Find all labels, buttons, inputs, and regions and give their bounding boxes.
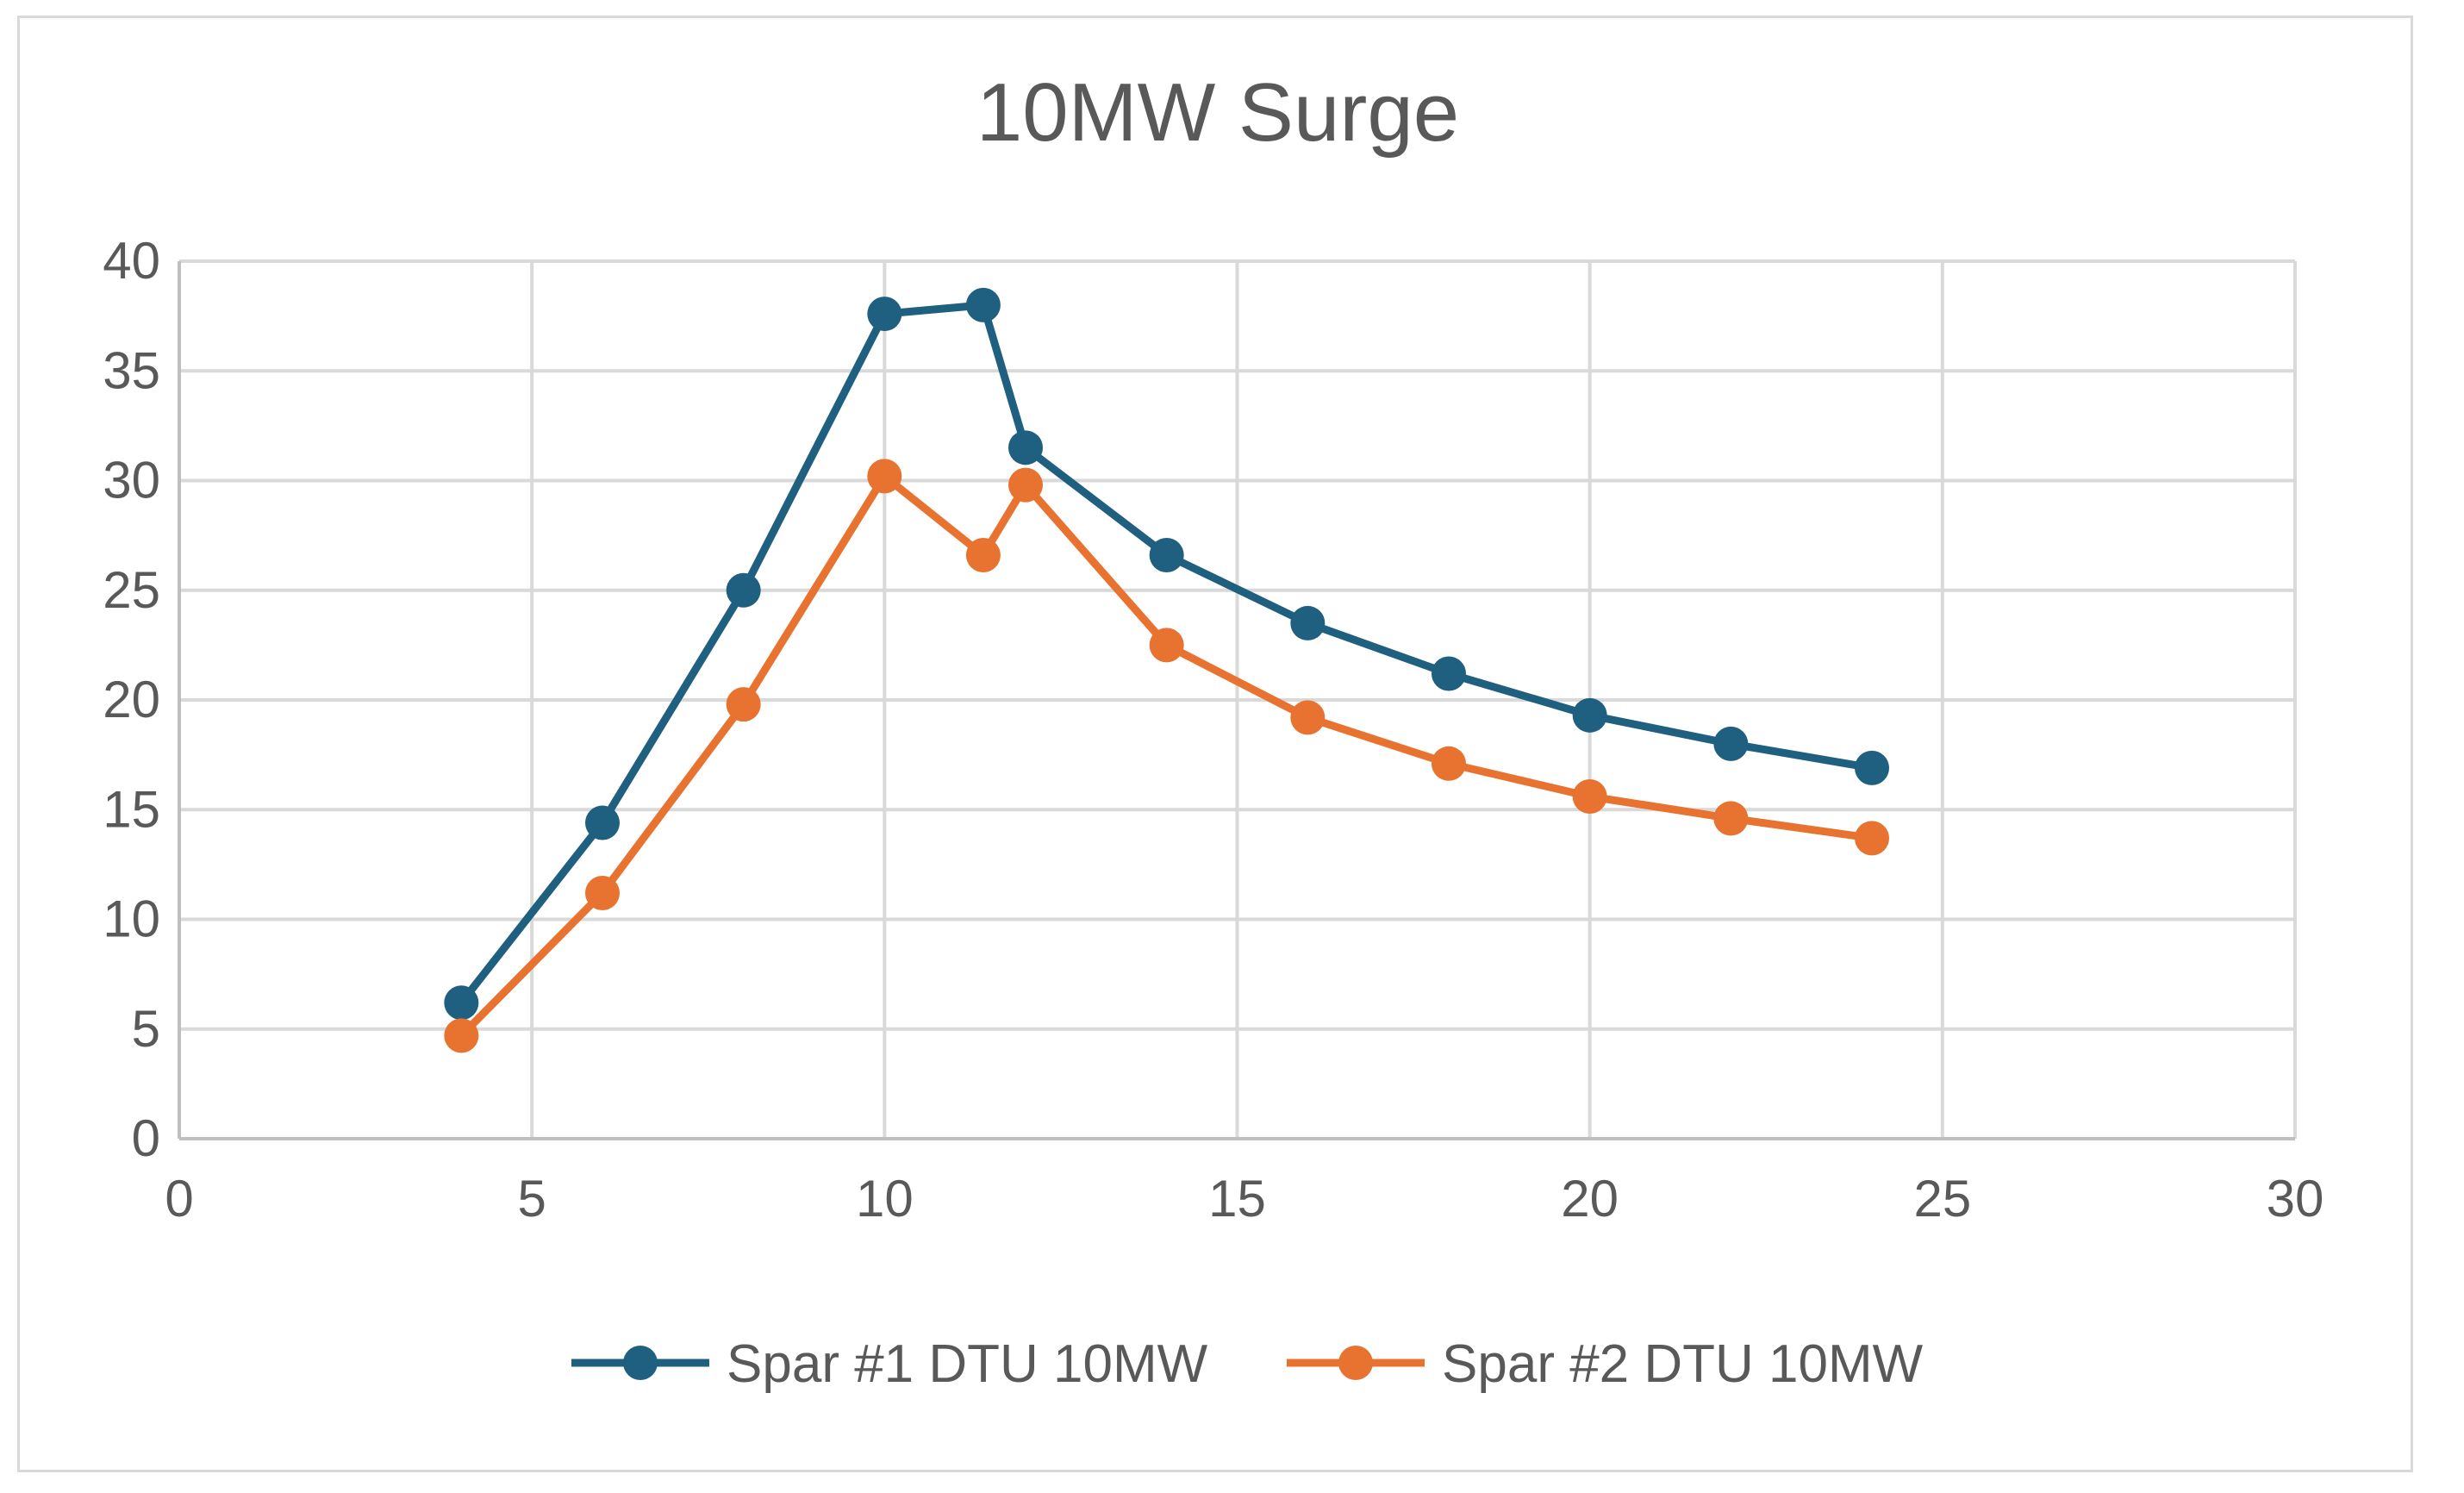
x-tick-label: 15 (1208, 1170, 1266, 1228)
y-tick-label: 35 (103, 341, 160, 399)
legend-label: Spar #1 DTU 10MW (727, 1334, 1208, 1394)
legend-swatch-marker (623, 1346, 658, 1380)
series-1-line (457, 301, 1876, 1007)
legend-swatch-marker (1338, 1346, 1373, 1380)
series-layer (444, 287, 1889, 1053)
series-1-point[interactable] (1008, 430, 1043, 465)
x-tick-label: 0 (165, 1170, 193, 1228)
series-1-point[interactable] (585, 805, 620, 840)
series-2-point[interactable] (726, 687, 761, 722)
legend-entry-1[interactable]: Spar #1 DTU 10MW (571, 1334, 1208, 1394)
y-tick-label: 5 (132, 1000, 160, 1058)
series-1 (444, 287, 1889, 1021)
series-2-point[interactable] (1149, 628, 1184, 663)
legend-entry-2[interactable]: Spar #2 DTU 10MW (1287, 1334, 1924, 1394)
series-2-point[interactable] (965, 538, 1001, 573)
series-1-point[interactable] (1290, 605, 1326, 640)
y-tick-label: 20 (103, 671, 160, 728)
x-tick-label: 10 (856, 1170, 914, 1228)
x-tick-label: 5 (517, 1170, 546, 1228)
grid-layer (179, 259, 2297, 1139)
legend: Spar #1 DTU 10MW Spar #2 DTU 10MW (571, 1334, 1924, 1394)
series-1-point[interactable] (867, 297, 902, 332)
series-1-point[interactable] (1149, 538, 1184, 573)
series-2-point[interactable] (1855, 821, 1889, 856)
y-tick-label: 0 (132, 1109, 160, 1167)
series-2-line (457, 472, 1876, 1040)
chart-frame: 10MW Surge 0 5 10 15 20 25 30 35 40 0 5 10 15 20 25 30 … (17, 16, 2413, 1472)
x-tick-label: 30 (2267, 1170, 2324, 1228)
y-tick-label: 40 (103, 232, 160, 290)
series-2-point[interactable] (585, 875, 620, 910)
series-2-point[interactable] (1432, 746, 1466, 781)
series-1-point[interactable] (1855, 750, 1889, 785)
axis-layer: 0 5 10 15 20 25 30 35 40 0 5 10 15 20 25 30 (103, 232, 2324, 1228)
x-tick-label: 25 (1913, 1170, 1971, 1228)
y-tick-label: 10 (103, 890, 160, 948)
series-2-point[interactable] (1572, 778, 1607, 814)
x-tick-label: 20 (1561, 1170, 1619, 1228)
y-tick-label: 15 (103, 780, 160, 838)
y-tick-label: 25 (103, 561, 160, 619)
series-1-point[interactable] (965, 287, 1001, 322)
y-tick-label: 30 (103, 452, 160, 509)
series-2-point[interactable] (1008, 467, 1043, 503)
series-2-point[interactable] (444, 1018, 479, 1053)
series-1-point[interactable] (444, 985, 479, 1021)
legend-label: Spar #2 DTU 10MW (1442, 1334, 1924, 1394)
chart-title: 10MW Surge (976, 66, 1459, 159)
series-2 (444, 459, 1889, 1053)
series-1-point[interactable] (1713, 726, 1749, 761)
series-1-point[interactable] (1432, 656, 1466, 691)
series-2-point[interactable] (1713, 801, 1749, 836)
series-1-point[interactable] (726, 572, 761, 608)
series-2-point[interactable] (867, 459, 902, 494)
series-1-point[interactable] (1572, 697, 1607, 733)
series-2-point[interactable] (1290, 700, 1326, 735)
